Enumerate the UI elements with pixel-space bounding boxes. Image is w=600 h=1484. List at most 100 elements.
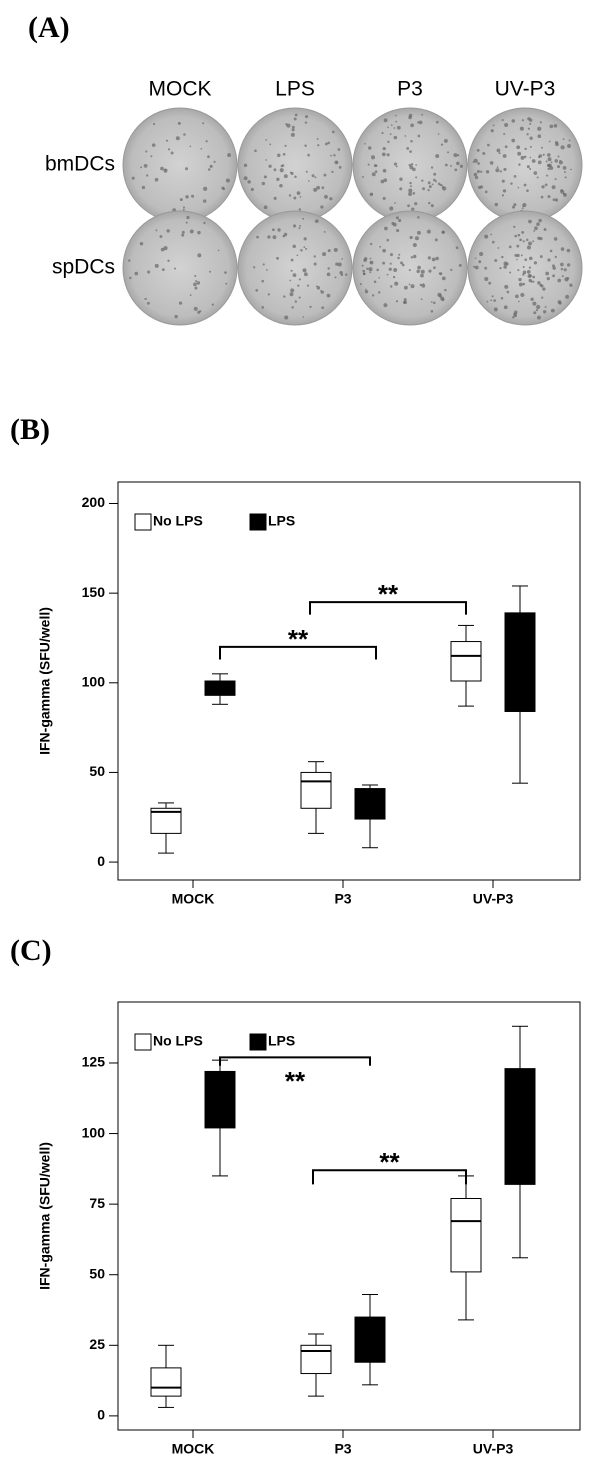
spot	[554, 159, 558, 163]
spot	[209, 270, 212, 273]
spot	[561, 275, 564, 278]
spot	[394, 281, 399, 286]
spot	[305, 115, 309, 119]
spot	[453, 153, 458, 158]
spot	[431, 183, 434, 186]
spot	[514, 254, 518, 257]
spot	[311, 174, 315, 178]
spot	[428, 185, 432, 189]
spot	[307, 180, 310, 182]
spot	[305, 247, 308, 250]
spot	[490, 299, 492, 302]
spot	[567, 144, 571, 148]
spot	[321, 306, 325, 310]
spot	[526, 245, 531, 250]
spot	[306, 284, 310, 287]
spot	[364, 289, 369, 294]
spot	[529, 145, 532, 148]
spot	[382, 248, 386, 253]
spot	[516, 145, 521, 150]
spot	[293, 117, 297, 121]
spot	[178, 301, 183, 305]
spot	[411, 207, 415, 211]
spot	[535, 309, 539, 312]
spot	[296, 254, 299, 257]
spot	[554, 178, 557, 181]
spot	[145, 150, 148, 153]
spot	[294, 175, 297, 178]
spot	[362, 175, 365, 178]
spot	[501, 255, 504, 259]
spot	[501, 179, 505, 183]
spot	[499, 170, 502, 173]
panel-label: (A)	[28, 11, 70, 44]
y-tick-label: 100	[82, 673, 106, 689]
spot	[313, 262, 317, 266]
spot	[515, 294, 519, 299]
spot	[129, 276, 132, 280]
x-tick-label: MOCK	[172, 1441, 215, 1457]
spot	[501, 194, 505, 197]
plot-frame	[117, 481, 581, 881]
spot	[435, 180, 438, 183]
spot	[314, 219, 319, 224]
significance-label: **	[379, 1147, 400, 1177]
spot	[528, 241, 532, 246]
spot	[516, 258, 518, 261]
well	[352, 210, 468, 326]
spot	[207, 155, 210, 159]
spot	[302, 268, 307, 273]
x-tick-label: P3	[334, 891, 351, 907]
spot	[491, 295, 494, 298]
spot	[522, 240, 525, 243]
spot	[159, 235, 163, 239]
spot	[476, 148, 480, 152]
y-tick-label: 150	[82, 584, 106, 600]
spot	[542, 153, 545, 156]
spot	[302, 217, 305, 220]
spot	[197, 253, 202, 258]
significance-bracket	[219, 1056, 371, 1066]
spot	[494, 258, 498, 262]
well-plate	[237, 210, 353, 326]
spot	[516, 253, 520, 258]
spot	[383, 118, 388, 123]
spot	[334, 276, 337, 279]
spot	[442, 186, 447, 191]
spot	[390, 124, 393, 127]
spot	[511, 119, 515, 123]
spot	[395, 300, 399, 303]
spot	[393, 135, 398, 140]
spot	[297, 284, 300, 287]
spot	[290, 269, 293, 272]
spot	[422, 187, 425, 191]
spot	[341, 258, 343, 260]
spot	[526, 189, 529, 192]
spot	[322, 252, 327, 257]
spot	[521, 230, 525, 234]
spot	[167, 259, 170, 262]
spot	[321, 186, 325, 190]
spot	[566, 276, 570, 280]
spot	[213, 160, 216, 163]
spot	[363, 272, 366, 276]
spot	[151, 143, 156, 147]
spot	[503, 305, 508, 310]
spot	[566, 248, 571, 253]
spot	[203, 221, 206, 225]
spot	[399, 187, 403, 191]
box-group	[504, 585, 536, 784]
spot	[141, 185, 146, 190]
spot	[491, 240, 495, 244]
spot	[539, 283, 543, 287]
x-tick-label: UV-P3	[473, 891, 514, 907]
spot	[371, 294, 375, 297]
spot	[565, 294, 570, 299]
spot	[403, 285, 408, 290]
spot	[333, 154, 336, 157]
spot	[409, 235, 413, 240]
spot	[316, 286, 321, 290]
spot	[528, 219, 532, 224]
spot	[416, 230, 421, 235]
spot	[412, 167, 416, 172]
